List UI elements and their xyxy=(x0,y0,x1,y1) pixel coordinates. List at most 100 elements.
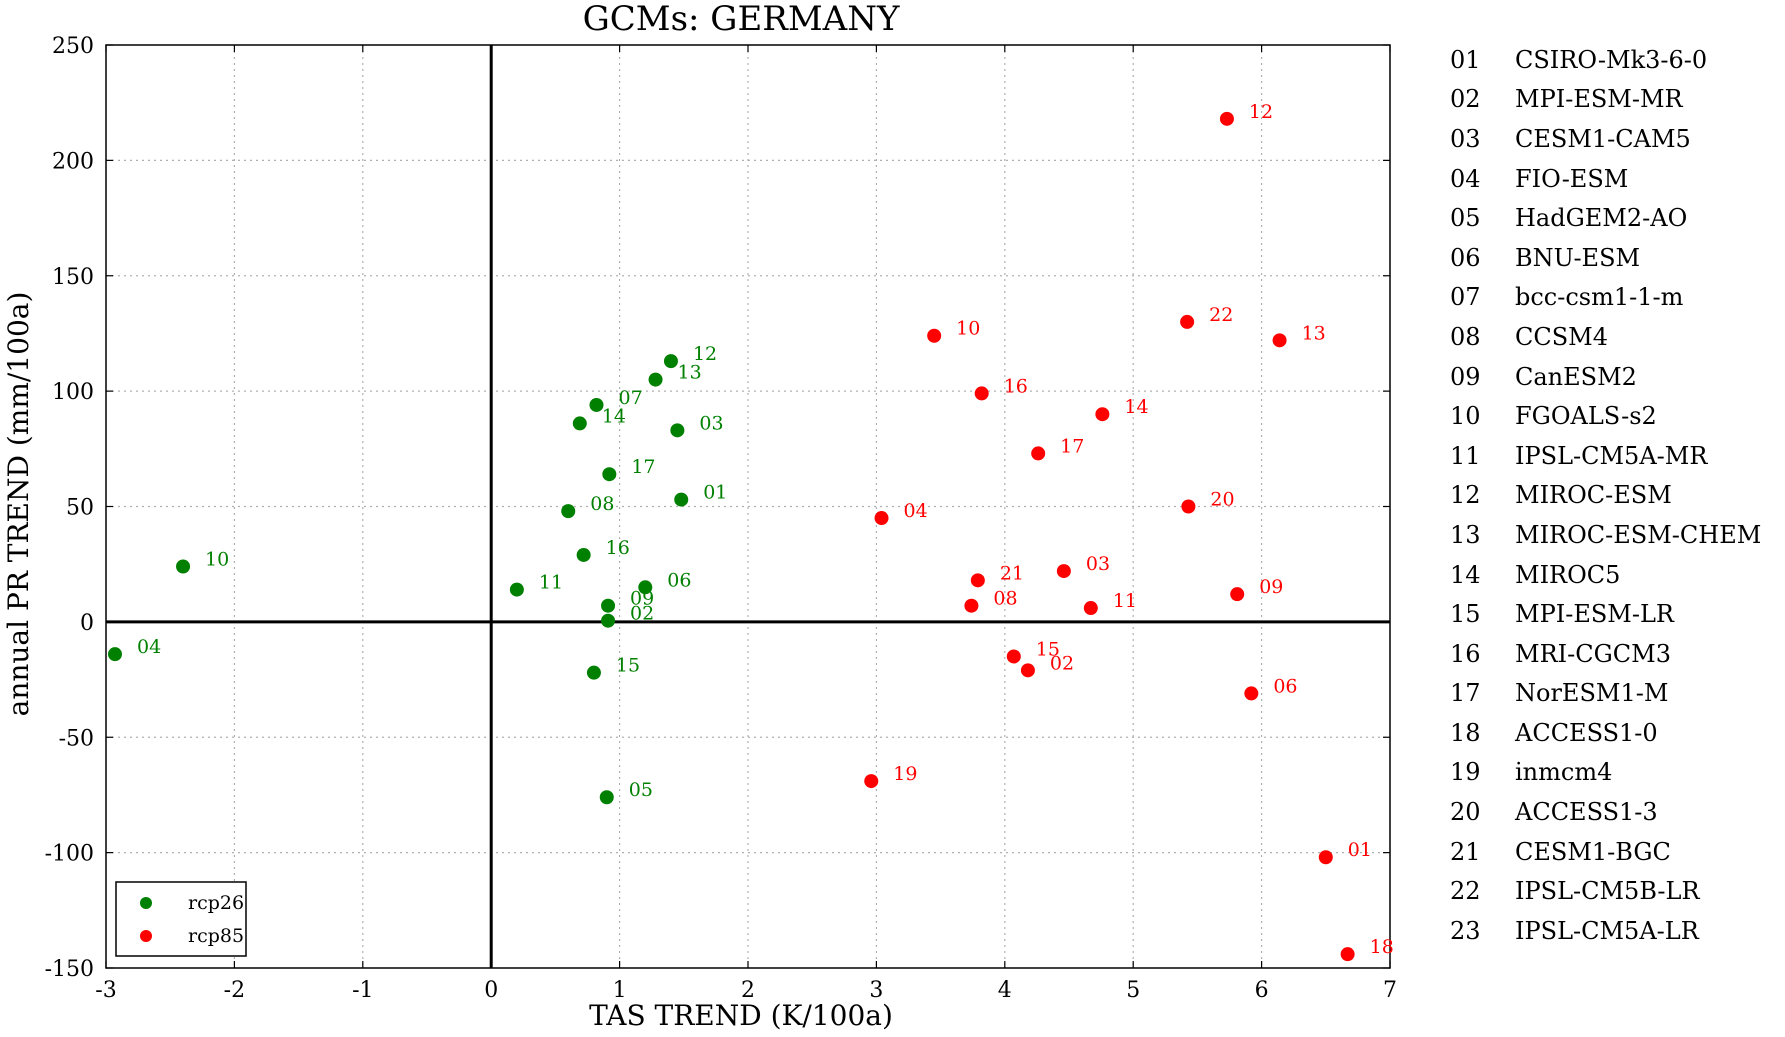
point-rcp85-09 xyxy=(1230,587,1245,602)
point-rcp26-10 xyxy=(176,559,191,574)
x-tick-label: 2 xyxy=(741,978,755,1003)
chart-title: GCMs: GERMANY xyxy=(583,0,900,39)
point-label-rcp85-20: 20 xyxy=(1210,489,1234,511)
point-rcp85-10 xyxy=(927,328,942,343)
point-rcp26-14 xyxy=(572,416,587,431)
model-name: CESM1-CAM5 xyxy=(1515,124,1691,153)
point-label-rcp85-09: 09 xyxy=(1259,576,1283,598)
point-label-rcp26-11: 11 xyxy=(539,572,563,594)
model-name: MIROC-ESM-CHEM xyxy=(1515,520,1762,549)
point-label-rcp85-04: 04 xyxy=(904,500,928,522)
point-rcp26-07 xyxy=(589,397,604,412)
point-label-rcp85-03: 03 xyxy=(1086,553,1110,575)
point-rcp26-13 xyxy=(648,372,663,387)
model-number: 12 xyxy=(1450,481,1481,510)
model-name: MIROC-ESM xyxy=(1515,481,1672,510)
model-list-item: 05 HadGEM2-AO xyxy=(1450,198,1780,238)
model-list-item: 11 IPSL-CM5A-MR xyxy=(1450,436,1780,476)
model-name: ACCESS1-3 xyxy=(1515,798,1658,827)
legend: rcp26 rcp85 xyxy=(115,881,247,957)
model-number: 21 xyxy=(1450,837,1481,866)
point-label-rcp26-04: 04 xyxy=(137,636,161,658)
point-label-rcp85-06: 06 xyxy=(1273,675,1297,697)
point-label-rcp26-01: 01 xyxy=(703,482,727,504)
y-tick-label: 50 xyxy=(66,496,94,521)
point-rcp85-15 xyxy=(1006,649,1021,664)
point-rcp85-18 xyxy=(1340,947,1355,962)
legend-marker-rcp85 xyxy=(140,930,152,942)
point-rcp26-11 xyxy=(509,582,524,597)
point-rcp85-12 xyxy=(1219,111,1234,126)
y-tick-label: -100 xyxy=(45,842,94,867)
x-tick-label: -3 xyxy=(95,978,116,1003)
legend-box xyxy=(115,881,247,957)
model-name: CanESM2 xyxy=(1515,362,1637,391)
point-label-rcp26-08: 08 xyxy=(590,493,614,515)
model-list-item: 06 BNU-ESM xyxy=(1450,238,1780,278)
point-label-rcp85-16: 16 xyxy=(1004,375,1028,397)
model-name: IPSL-CM5A-LR xyxy=(1515,916,1699,945)
y-tick-label: -50 xyxy=(59,726,94,751)
model-name: NorESM1-M xyxy=(1515,679,1669,708)
point-rcp85-21 xyxy=(970,573,985,588)
point-label-rcp26-09: 09 xyxy=(630,588,654,610)
model-name: BNU-ESM xyxy=(1515,243,1641,272)
model-list-item: 21 CESM1-BGC xyxy=(1450,832,1780,872)
point-rcp26-12 xyxy=(663,354,678,369)
point-label-rcp26-13: 13 xyxy=(678,362,702,384)
model-list-item: 16 MRI-CGCM3 xyxy=(1450,634,1780,674)
model-number: 19 xyxy=(1450,758,1481,787)
point-rcp85-04 xyxy=(874,511,889,526)
legend-marker-rcp26 xyxy=(140,897,152,909)
model-name: CESM1-BGC xyxy=(1515,837,1671,866)
point-rcp85-06 xyxy=(1244,686,1259,701)
point-label-rcp85-17: 17 xyxy=(1060,435,1084,457)
point-rcp26-08 xyxy=(561,504,576,519)
model-number: 08 xyxy=(1450,322,1481,351)
y-tick-label: 200 xyxy=(52,149,94,174)
point-label-rcp26-06: 06 xyxy=(667,569,691,591)
model-list-item: 18 ACCESS1-0 xyxy=(1450,713,1780,753)
point-rcp26-03 xyxy=(670,423,685,438)
point-label-rcp26-05: 05 xyxy=(629,779,653,801)
point-label-rcp85-14: 14 xyxy=(1124,396,1148,418)
x-tick-label: 3 xyxy=(869,978,883,1003)
model-list-item: 01 CSIRO-Mk3-6-0 xyxy=(1450,40,1780,80)
model-list-item: 13 MIROC-ESM-CHEM xyxy=(1450,515,1780,555)
point-label-rcp26-07: 07 xyxy=(618,387,642,409)
model-name: CCSM4 xyxy=(1515,322,1609,351)
x-tick-label: -1 xyxy=(352,978,373,1003)
x-tick-label: 5 xyxy=(1126,978,1140,1003)
data-points: 0103040506070809021011121314151617010203… xyxy=(107,101,1394,962)
model-list-item: 22 IPSL-CM5B-LR xyxy=(1450,871,1780,911)
x-tick-label: 6 xyxy=(1255,978,1269,1003)
model-name: MPI-ESM-MR xyxy=(1515,85,1683,114)
model-name: MRI-CGCM3 xyxy=(1515,639,1671,668)
model-name: bcc-csm1-1-m xyxy=(1515,283,1684,312)
point-rcp85-11 xyxy=(1083,601,1098,616)
model-name: IPSL-CM5B-LR xyxy=(1515,877,1700,906)
model-number: 01 xyxy=(1450,45,1481,74)
point-rcp85-19 xyxy=(864,774,879,789)
model-number: 09 xyxy=(1450,362,1481,391)
model-name: FGOALS-s2 xyxy=(1515,402,1657,431)
scatter-chart: GCMs: GERMANY -3 -2 -1 0 1 2 3 4 5 6 7-150-100-500… xyxy=(2,0,1397,1032)
model-number: 10 xyxy=(1450,402,1481,431)
point-label-rcp85-21: 21 xyxy=(1000,562,1024,584)
legend-label-rcp26: rcp26 xyxy=(188,892,244,914)
model-number: 13 xyxy=(1450,520,1481,549)
point-rcp26-02 xyxy=(601,613,616,628)
model-name: IPSL-CM5A-MR xyxy=(1515,441,1708,470)
model-number: 03 xyxy=(1450,124,1481,153)
model-list-item: 20 ACCESS1-3 xyxy=(1450,792,1780,832)
point-label-rcp85-01: 01 xyxy=(1348,839,1372,861)
point-rcp85-13 xyxy=(1272,333,1287,348)
model-number: 02 xyxy=(1450,85,1481,114)
model-name: inmcm4 xyxy=(1515,758,1613,787)
model-list-item: 10 FGOALS-s2 xyxy=(1450,396,1780,436)
point-label-rcp26-10: 10 xyxy=(205,548,229,570)
model-list-item: 14 MIROC5 xyxy=(1450,555,1780,595)
x-tick-label: 1 xyxy=(613,978,627,1003)
model-list-item: 23 IPSL-CM5A-LR xyxy=(1450,911,1780,951)
